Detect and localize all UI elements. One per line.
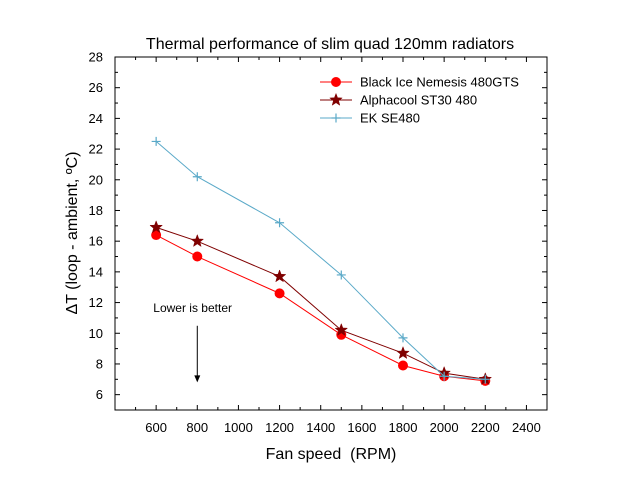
y-tick-label: 28 bbox=[89, 50, 103, 65]
plot-frame bbox=[114, 56, 548, 411]
legend-marker bbox=[329, 92, 343, 106]
x-tick-label: 1000 bbox=[224, 420, 253, 435]
y-tick-label: 16 bbox=[89, 234, 103, 249]
x-tick-label: 2000 bbox=[430, 420, 459, 435]
data-point bbox=[151, 230, 162, 241]
x-tick-label: 2200 bbox=[471, 420, 500, 435]
data-point bbox=[190, 233, 205, 248]
y-tick-label: 26 bbox=[89, 80, 103, 95]
y-tick-label: 24 bbox=[89, 111, 103, 126]
data-point bbox=[151, 136, 161, 146]
legend-marker bbox=[331, 77, 341, 87]
data-point bbox=[398, 360, 408, 371]
chart-title: Thermal performance of slim quad 120mm r… bbox=[146, 36, 514, 53]
data-point bbox=[272, 269, 287, 283]
legend-label: Alphacool ST30 480 bbox=[360, 93, 477, 108]
y-tick-label: 10 bbox=[89, 326, 103, 341]
legend: Black Ice Nemesis 480GTS Alphacool ST30 4… bbox=[320, 75, 519, 126]
annotation-layer: Lower is better bbox=[153, 301, 232, 383]
legend-label: EK SE480 bbox=[360, 111, 420, 126]
y-tick-label: 18 bbox=[89, 203, 103, 218]
series-2 bbox=[151, 136, 490, 384]
data-point bbox=[398, 333, 408, 343]
x-tick-label: 1200 bbox=[265, 420, 294, 435]
data-point bbox=[480, 374, 490, 384]
y-tick-label: 20 bbox=[89, 172, 103, 187]
data-point bbox=[149, 220, 163, 234]
data-point bbox=[334, 322, 349, 337]
y-tick-label: 12 bbox=[89, 295, 103, 310]
y-axis-title: ΔT (loop - ambient, ºC) bbox=[64, 152, 81, 315]
x-tick-label: 1800 bbox=[389, 420, 418, 435]
x-tick-label: 800 bbox=[186, 420, 208, 435]
data-point bbox=[274, 288, 285, 299]
data-point bbox=[336, 270, 346, 280]
x-tick-label: 1600 bbox=[347, 420, 376, 435]
annotation-text: Lower is better bbox=[153, 301, 232, 315]
x-tick-label: 2400 bbox=[512, 420, 541, 435]
x-axis-title: Fan speed (RPM) bbox=[266, 446, 397, 463]
axes-layer: 600 800 1000 1200 1400 1600 1800 2000 2200 2400 6 8… bbox=[89, 50, 547, 435]
y-tick-label: 8 bbox=[96, 356, 103, 371]
legend-label: Black Ice Nemesis 480GTS bbox=[360, 75, 519, 90]
series-layer bbox=[149, 136, 493, 386]
y-tick-label: 14 bbox=[89, 264, 103, 279]
data-point bbox=[439, 371, 449, 381]
legend-marker bbox=[331, 113, 341, 123]
annotation-arrow-head bbox=[194, 375, 201, 383]
y-tick-label: 6 bbox=[96, 387, 103, 402]
data-point bbox=[396, 345, 410, 360]
data-point bbox=[275, 218, 285, 228]
x-tick-label: 600 bbox=[145, 420, 167, 435]
x-tick-label: 1400 bbox=[306, 420, 335, 435]
data-point bbox=[192, 251, 203, 262]
data-point bbox=[192, 172, 202, 182]
y-tick-label: 22 bbox=[89, 142, 103, 157]
